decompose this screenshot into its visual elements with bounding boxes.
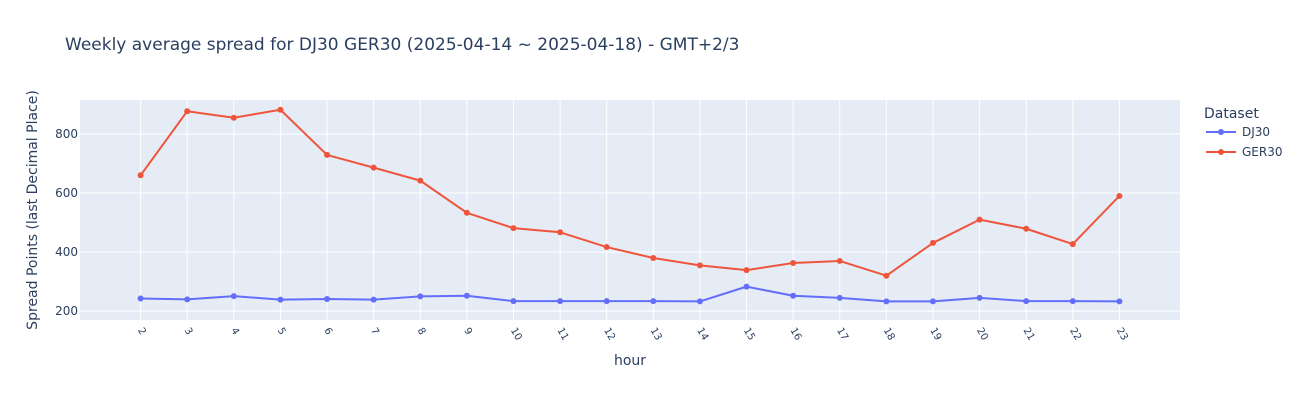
x-axis-ticks: 2 3 4 5 6 7 8 9 10 11 12 13 14 15 16 17 18 19 20 21 22 23 xyxy=(135,326,1130,343)
y-tick-label: 400 xyxy=(55,245,78,259)
chart-title: Weekly average spread for DJ30 GER30 (20… xyxy=(65,35,739,55)
x-tick-label: 22 xyxy=(1067,326,1083,343)
data-point-dj30 xyxy=(417,293,424,300)
series-layer xyxy=(137,106,1123,305)
data-point-ger30 xyxy=(1069,241,1076,248)
data-point-dj30 xyxy=(603,298,610,305)
data-point-ger30 xyxy=(417,177,424,184)
x-tick-label: 18 xyxy=(881,326,897,343)
x-tick-label: 9 xyxy=(461,326,474,337)
legend-label-ger30: GER30 xyxy=(1242,145,1283,159)
data-point-ger30 xyxy=(510,225,517,232)
data-point-ger30 xyxy=(650,254,657,261)
data-point-dj30 xyxy=(557,298,564,305)
plot-area xyxy=(80,100,1180,320)
data-point-ger30 xyxy=(790,260,797,267)
x-tick-label: 5 xyxy=(275,326,288,337)
data-point-dj30 xyxy=(696,298,703,305)
data-point-dj30 xyxy=(1023,298,1030,305)
x-tick-label: 16 xyxy=(788,326,804,343)
x-tick-label: 19 xyxy=(927,326,943,343)
data-point-dj30 xyxy=(1116,298,1123,305)
x-tick-label: 6 xyxy=(321,326,334,337)
y-tick-label: 200 xyxy=(55,304,78,318)
data-point-ger30 xyxy=(324,151,331,158)
data-point-dj30 xyxy=(230,293,237,300)
data-point-dj30 xyxy=(790,292,797,299)
data-point-ger30 xyxy=(463,209,470,216)
x-tick-label: 8 xyxy=(415,326,428,337)
series-line-ger30 xyxy=(139,108,1121,277)
data-point-ger30 xyxy=(1023,225,1030,232)
legend-marker-dj30 xyxy=(1218,129,1224,135)
data-point-ger30 xyxy=(883,272,890,279)
x-axis-title: hour xyxy=(614,353,646,369)
data-point-dj30 xyxy=(1069,298,1076,305)
y-axis-title: Spread Points (last Decimal Place) xyxy=(25,90,41,330)
x-tick-label: 4 xyxy=(228,326,241,337)
x-tick-label: 15 xyxy=(741,326,757,343)
data-point-dj30 xyxy=(184,296,191,303)
data-point-dj30 xyxy=(324,296,331,303)
legend-items: DJ30 GER30 xyxy=(1206,125,1283,159)
data-point-dj30 xyxy=(929,298,936,305)
grid-lines xyxy=(80,100,1180,320)
data-point-dj30 xyxy=(836,294,843,301)
legend: Dataset DJ30 GER30 xyxy=(1204,106,1283,159)
x-tick-label: 7 xyxy=(368,326,381,337)
data-point-dj30 xyxy=(883,298,890,305)
data-point-dj30 xyxy=(650,298,657,305)
x-tick-label: 14 xyxy=(694,326,710,343)
series-line-dj30 xyxy=(140,285,1120,303)
legend-marker-ger30 xyxy=(1218,149,1224,155)
data-point-dj30 xyxy=(277,296,284,303)
data-point-dj30 xyxy=(370,296,377,303)
data-point-ger30 xyxy=(230,114,237,121)
data-point-ger30 xyxy=(370,164,377,171)
data-point-dj30 xyxy=(743,283,750,290)
data-point-dj30 xyxy=(463,292,470,299)
data-point-ger30 xyxy=(277,106,284,113)
data-point-ger30 xyxy=(603,244,610,251)
data-point-ger30 xyxy=(976,216,983,223)
data-point-ger30 xyxy=(1116,192,1123,199)
x-tick-label: 12 xyxy=(601,326,617,343)
data-point-ger30 xyxy=(557,229,564,236)
data-point-ger30 xyxy=(696,262,703,269)
x-tick-label: 3 xyxy=(182,326,195,337)
x-tick-label: 17 xyxy=(834,326,850,343)
legend-title: Dataset xyxy=(1204,106,1259,122)
y-axis-ticks: 200 400 600 800 xyxy=(55,127,78,318)
x-tick-label: 23 xyxy=(1114,326,1130,343)
data-point-dj30 xyxy=(510,298,517,305)
data-point-ger30 xyxy=(184,108,191,115)
x-tick-label: 10 xyxy=(508,326,524,343)
y-tick-label: 600 xyxy=(55,186,78,200)
y-tick-label: 800 xyxy=(55,127,78,141)
data-point-ger30 xyxy=(137,172,144,179)
data-point-ger30 xyxy=(743,267,750,274)
x-tick-label: 13 xyxy=(648,326,664,343)
data-point-ger30 xyxy=(836,257,843,264)
x-tick-label: 2 xyxy=(135,326,148,337)
data-point-dj30 xyxy=(137,295,144,302)
legend-label-dj30: DJ30 xyxy=(1242,125,1270,139)
x-tick-label: 21 xyxy=(1021,326,1037,343)
x-tick-label: 20 xyxy=(974,326,990,343)
data-point-dj30 xyxy=(976,294,983,301)
data-point-ger30 xyxy=(929,239,936,246)
x-tick-label: 11 xyxy=(554,326,570,343)
